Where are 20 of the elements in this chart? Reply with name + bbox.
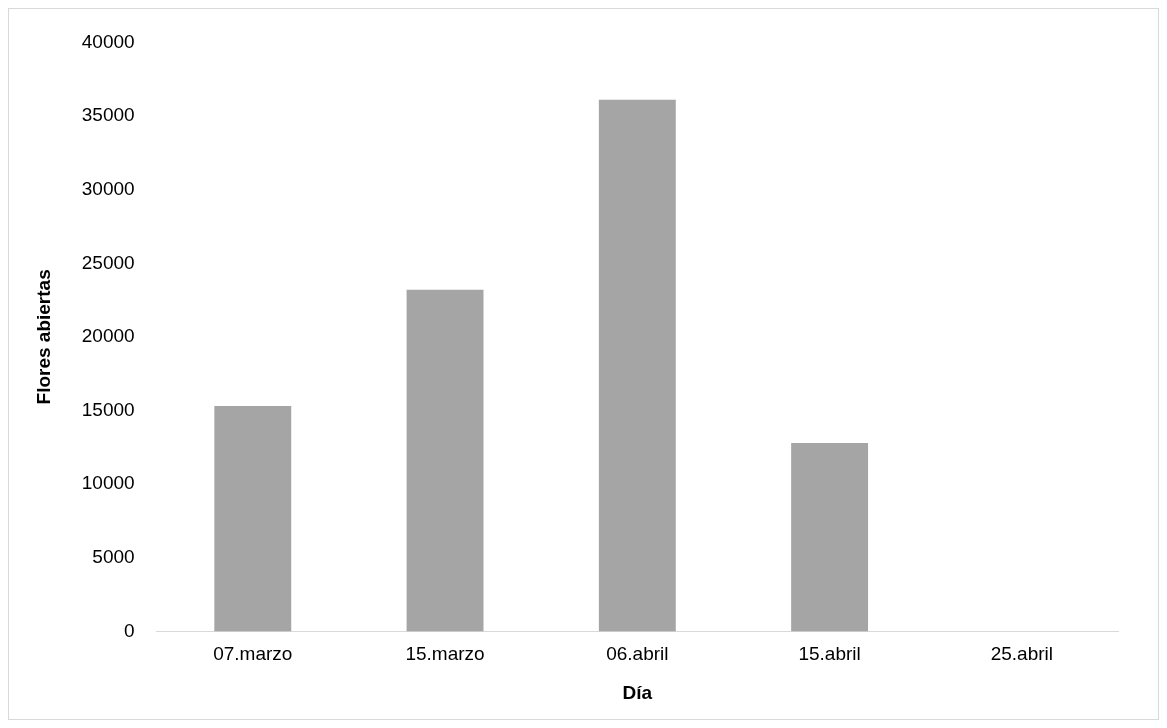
y-tick-label: 35000 <box>81 104 135 126</box>
y-tick-label: 20000 <box>81 325 135 347</box>
bar <box>598 99 676 632</box>
bar <box>791 442 869 632</box>
y-tick-label: 5000 <box>92 546 135 568</box>
x-tick-label: 06.abril <box>606 643 669 665</box>
x-tick-label: 25.abril <box>990 643 1054 665</box>
x-tick-label: 07.marzo <box>213 643 293 665</box>
x-axis-title: Día <box>622 681 653 703</box>
x-tick-label: 15.abril <box>798 643 861 665</box>
y-tick-label: 15000 <box>81 398 135 420</box>
x-tick-label: 15.marzo <box>405 643 485 665</box>
y-tick-label: 0 <box>124 619 135 641</box>
y-tick-label: 10000 <box>81 472 135 494</box>
y-tick-label: 30000 <box>81 177 135 199</box>
bar <box>214 406 292 632</box>
bar <box>406 289 484 632</box>
y-tick-label: 40000 <box>81 30 135 52</box>
y-tick-label: 25000 <box>81 251 135 273</box>
y-axis-title: Flores abiertas <box>32 269 54 405</box>
